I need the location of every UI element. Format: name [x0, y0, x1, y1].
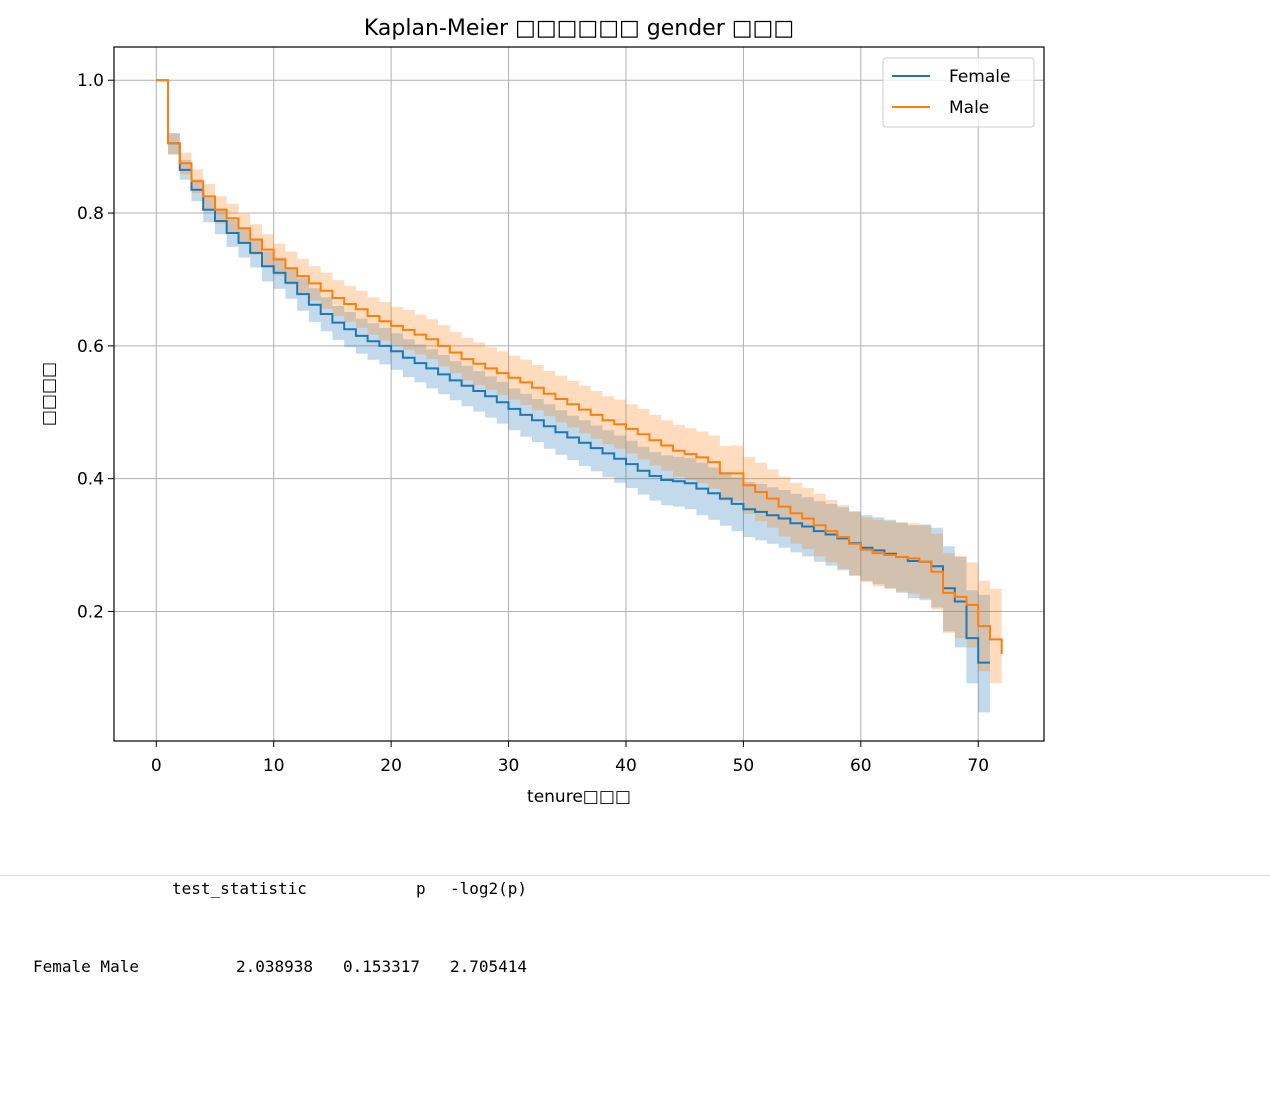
legend: Female Male — [882, 57, 1035, 128]
confidence-band-male — [156, 80, 1002, 697]
chart-title: Kaplan-Meier □□□□□□ gender □□□ — [364, 16, 794, 41]
value-p: 0.153317 — [343, 957, 421, 976]
x-tick-label: 10 — [263, 756, 285, 776]
y-tick-label: 0.8 — [77, 204, 104, 224]
legend-label-male: Male — [949, 98, 989, 118]
confidence-bands — [156, 80, 1002, 713]
y-axis-label: □□□□ — [39, 362, 59, 426]
row-label: Female Male — [33, 957, 139, 976]
plot-frame — [113, 46, 1045, 742]
logrank-output: test_statistic p -log2(p) Female Male 2.… — [0, 824, 1270, 1006]
axis-ticks: 0 10 20 30 40 50 60 70 0.2 0.4 0.6 0.8 1.0 — [77, 71, 989, 776]
x-tick-label: 40 — [615, 756, 637, 776]
y-tick-label: 0.4 — [77, 470, 104, 490]
value-test-statistic: 2.038938 — [236, 957, 314, 976]
x-tick-label: 0 — [151, 756, 162, 776]
value-neglog2p: 2.705414 — [450, 957, 528, 976]
output-header-row: test_statistic p -log2(p) — [0, 876, 1270, 902]
output-data-row: Female Male 2.038938 0.153317 2.705414 — [0, 954, 1270, 980]
header-neglog2p: -log2(p) — [450, 879, 528, 898]
survival-line-male — [156, 79, 1003, 654]
x-tick-label: 70 — [967, 756, 989, 776]
header-p: p — [416, 879, 426, 898]
x-tick-label: 60 — [850, 756, 872, 776]
x-tick-label: 30 — [498, 756, 520, 776]
cell-divider — [0, 875, 1270, 876]
legend-label-female: Female — [949, 67, 1010, 87]
header-test-statistic: test_statistic — [172, 879, 307, 898]
x-axis-label: tenure□□□ — [527, 787, 631, 807]
y-tick-label: 1.0 — [77, 71, 104, 91]
y-tick-label: 0.2 — [77, 602, 104, 622]
y-tick-label: 0.6 — [77, 337, 104, 357]
km-chart: 0 10 20 30 40 50 60 70 0.2 0.4 0.6 0.8 1.0 Kaplan-Me… — [39, 16, 1045, 807]
x-tick-label: 50 — [733, 756, 755, 776]
x-tick-label: 20 — [380, 756, 402, 776]
survival-lines — [156, 79, 1003, 664]
